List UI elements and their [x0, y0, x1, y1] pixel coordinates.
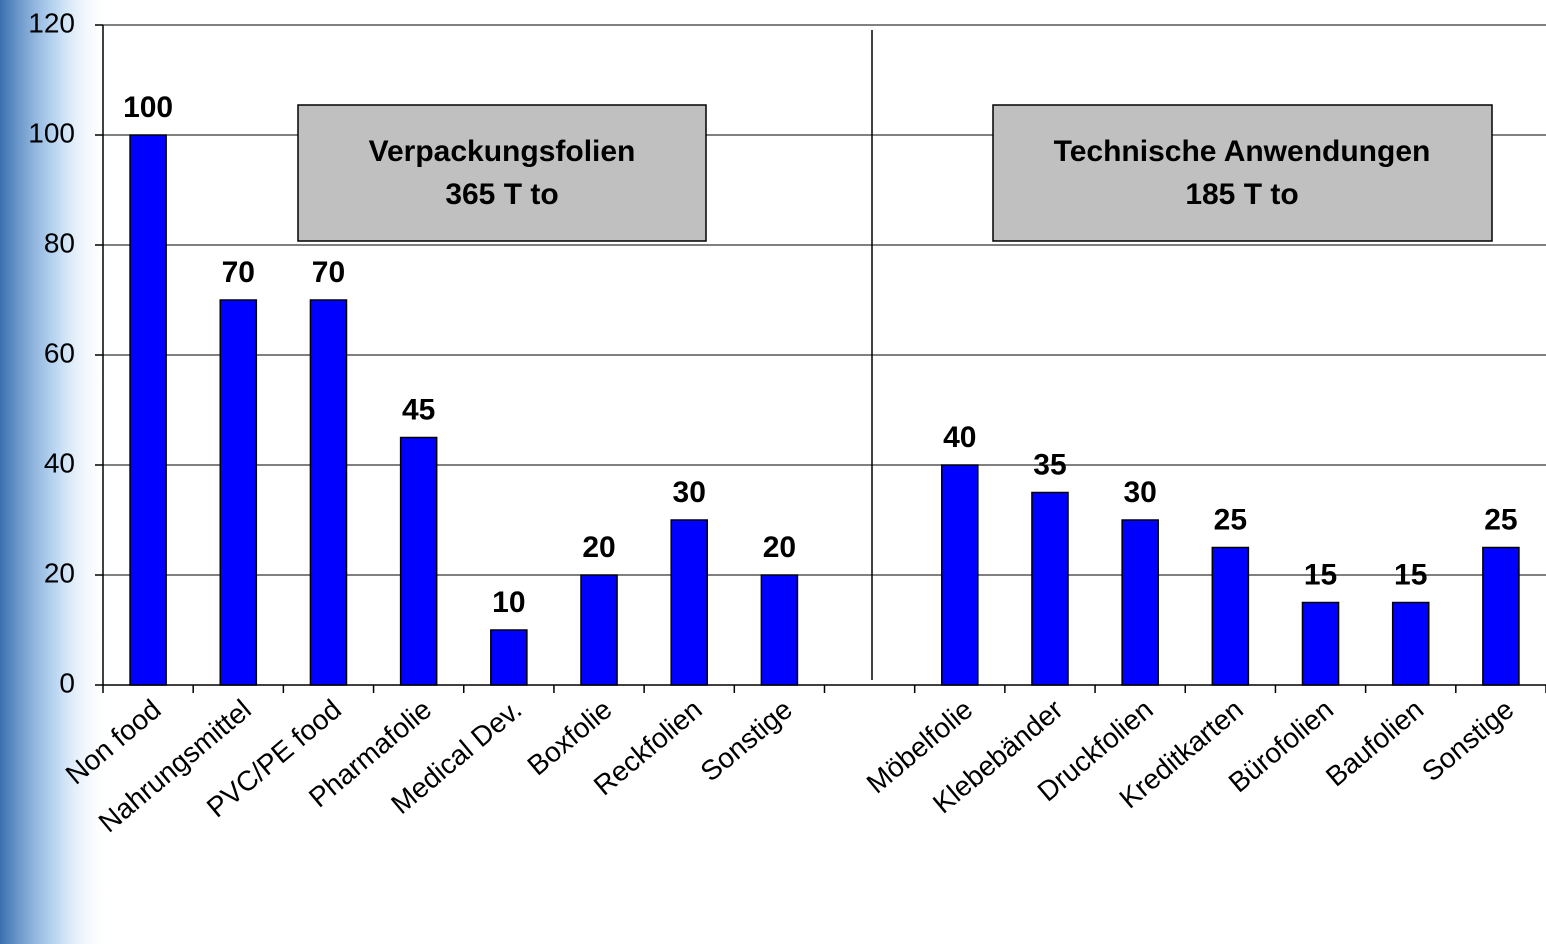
value-label: 35	[1033, 448, 1066, 481]
x-tick-label: Sonstige	[695, 694, 798, 788]
bar	[940, 464, 979, 686]
bar	[670, 519, 709, 686]
bar	[490, 629, 528, 686]
value-label: 15	[1394, 558, 1427, 591]
annotation-box	[297, 104, 707, 242]
value-label: 20	[582, 531, 615, 564]
bar	[1391, 601, 1430, 686]
bar	[580, 574, 618, 686]
value-label: 15	[1304, 558, 1337, 591]
y-tick-label: 60	[44, 337, 75, 368]
value-label: 25	[1214, 503, 1247, 536]
y-tick-label: 120	[28, 7, 75, 38]
y-tick-label: 100	[28, 117, 75, 148]
x-tick-label: Nahrungsmittel	[93, 694, 257, 839]
bar	[309, 299, 348, 686]
value-label: 20	[763, 531, 796, 564]
value-label: 70	[222, 256, 255, 289]
annotation: Verpackungsfolien	[369, 135, 636, 168]
value-label: 30	[1123, 476, 1156, 509]
y-tick-label: 80	[44, 227, 75, 258]
value-label: 100	[123, 91, 173, 124]
bar	[129, 134, 167, 686]
bar	[219, 299, 258, 686]
bar	[1031, 491, 1069, 686]
value-label: 70	[312, 256, 345, 289]
annotation-box	[992, 104, 1493, 242]
value-label: 25	[1484, 503, 1517, 536]
bar	[760, 574, 799, 686]
value-label: 30	[673, 476, 706, 509]
bar	[1301, 601, 1340, 686]
y-tick-label: 40	[44, 447, 75, 478]
bar	[1121, 519, 1159, 686]
value-label: 10	[492, 586, 525, 619]
value-label: 40	[943, 421, 976, 454]
y-tick-label: 20	[44, 557, 75, 588]
bar	[399, 436, 438, 686]
background-edge	[0, 0, 110, 944]
value-label: 45	[402, 393, 435, 426]
annotation: 185 T to	[1185, 178, 1298, 211]
x-tick-label: Baufolien	[1320, 694, 1429, 793]
x-tick-label: Sonstige	[1416, 694, 1519, 788]
bar	[1211, 546, 1250, 686]
y-tick-label: 0	[59, 667, 75, 698]
annotation: Technische Anwendungen	[1054, 135, 1431, 168]
annotation: 365 T to	[445, 178, 558, 211]
bar	[1482, 546, 1520, 686]
